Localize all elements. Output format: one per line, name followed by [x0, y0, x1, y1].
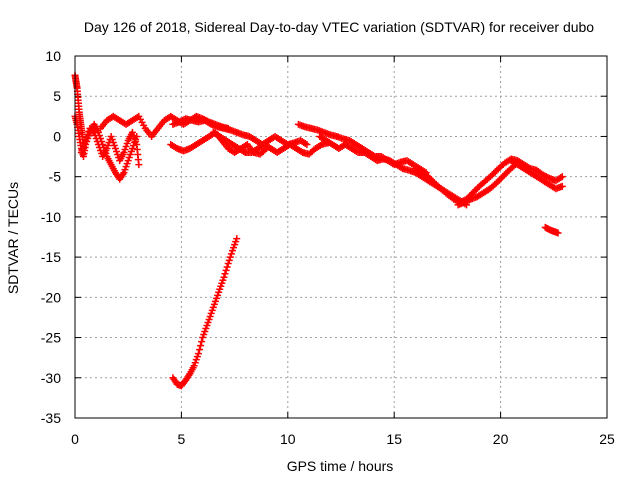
data-point	[225, 256, 233, 264]
x-tick-label: 0	[71, 431, 79, 447]
y-tick-label: -10	[41, 209, 61, 225]
x-tick-label: 5	[178, 431, 186, 447]
data-point	[558, 182, 566, 190]
series-arc-12	[507, 157, 566, 193]
y-tick-label: -30	[41, 370, 61, 386]
y-axis-label: SDTVAR / TECUs	[5, 182, 21, 294]
data-point	[303, 140, 311, 148]
data-point	[222, 266, 230, 274]
y-tick-label: -15	[41, 249, 61, 265]
data-point	[197, 342, 205, 350]
data-point	[194, 350, 202, 358]
series-arc-14	[169, 235, 241, 390]
data-point	[220, 273, 228, 281]
series-arc-13	[541, 223, 562, 237]
x-tick-label: 15	[386, 431, 402, 447]
y-tick-label: -5	[49, 169, 62, 185]
x-tick-label: 20	[493, 431, 509, 447]
data-point	[227, 250, 235, 258]
data-point	[558, 173, 566, 181]
plot-border	[74, 55, 608, 419]
y-tick-label: 0	[53, 128, 61, 144]
series-arc-4	[97, 112, 232, 140]
data-point	[223, 263, 231, 271]
data-point	[554, 229, 562, 237]
series-arc-5	[169, 115, 311, 148]
x-tick-label: 25	[599, 431, 615, 447]
series-arc-3	[77, 124, 143, 169]
chart-title: Day 126 of 2018, Sidereal Day-to-day VTE…	[84, 19, 594, 35]
series-arc-10	[411, 155, 566, 206]
data-point	[224, 260, 232, 268]
data-point	[135, 161, 143, 169]
data-point	[226, 253, 234, 261]
data-point	[195, 346, 203, 354]
y-tick-label: 5	[53, 88, 61, 104]
data-point	[221, 270, 229, 278]
data-point	[198, 338, 206, 346]
y-tick-label: -20	[41, 289, 61, 305]
y-tick-label: -35	[41, 410, 61, 426]
x-tick-label: 10	[280, 431, 296, 447]
data-point	[89, 127, 97, 135]
data-points	[71, 71, 566, 390]
data-point	[233, 235, 241, 243]
x-axis-label: GPS time / hours	[287, 458, 394, 474]
y-tick-label: 10	[45, 48, 61, 64]
y-tick-label: -25	[41, 330, 61, 346]
